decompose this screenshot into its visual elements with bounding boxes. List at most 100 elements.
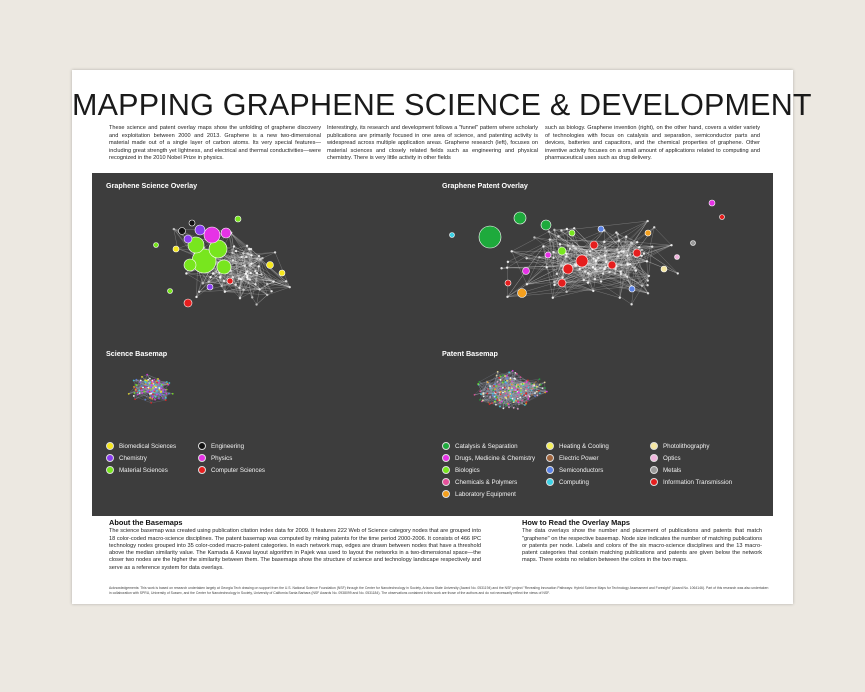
patent-legend-item: Electric Power bbox=[546, 454, 599, 462]
legend-swatch-icon bbox=[442, 490, 450, 498]
patent-legend-item: Laboratory Equipment bbox=[442, 490, 516, 498]
overlay-node bbox=[183, 234, 193, 244]
patent-legend-item: Information Transmission bbox=[650, 478, 732, 486]
overlay-node bbox=[167, 288, 173, 294]
overlay-node bbox=[513, 211, 527, 225]
overlay-node bbox=[589, 240, 599, 250]
patent-legend-label: Photolithography bbox=[663, 442, 710, 450]
patent-legend-label: Metals bbox=[663, 466, 682, 474]
patent-basemap-label: Patent Basemap bbox=[442, 349, 498, 358]
patent-legend-item: Drugs, Medicine & Chemistry bbox=[442, 454, 535, 462]
overlay-node bbox=[674, 254, 680, 260]
patent-overlay-network bbox=[449, 199, 725, 306]
overlay-node bbox=[544, 251, 552, 259]
overlay-node bbox=[522, 267, 530, 275]
intro-column-1: These science and patent overlay maps sh… bbox=[109, 125, 321, 162]
patent-legend-label: Information Transmission bbox=[663, 478, 733, 486]
overlay-node bbox=[172, 245, 180, 253]
legend-swatch-icon bbox=[442, 478, 450, 486]
patent-legend-item: Catalysis & Separation bbox=[442, 442, 518, 450]
science-legend-item: Physics bbox=[198, 454, 232, 462]
legend-swatch-icon bbox=[442, 442, 450, 450]
legend-swatch-icon bbox=[106, 466, 114, 474]
overlay-node bbox=[540, 219, 552, 231]
overlay-node bbox=[187, 236, 205, 254]
patent-legend-item: Metals bbox=[650, 466, 681, 474]
network-maps-panel: Graphene Science Overlay Graphene Patent… bbox=[92, 173, 773, 516]
science-legend-item: Computer Sciences bbox=[198, 466, 265, 474]
patent-overlay-label: Graphene Patent Overlay bbox=[442, 181, 528, 190]
patent-legend-item: Biologics bbox=[442, 466, 480, 474]
legend-swatch-icon bbox=[198, 454, 206, 462]
legend-swatch-icon bbox=[546, 466, 554, 474]
science-legend-item: Engineering bbox=[198, 442, 244, 450]
overlay-node bbox=[562, 263, 574, 275]
science-legend-item: Chemistry bbox=[106, 454, 147, 462]
science-legend-label: Computer Sciences bbox=[211, 466, 265, 474]
legend-swatch-icon bbox=[650, 478, 658, 486]
overlay-node bbox=[194, 224, 206, 236]
overlay-node bbox=[607, 260, 617, 270]
overlay-node bbox=[216, 259, 232, 275]
overlay-node bbox=[266, 261, 274, 269]
science-legend-item: Biomedical Sciences bbox=[106, 442, 176, 450]
patent-legend-item: Heating & Cooling bbox=[546, 442, 609, 450]
patent-legend-item: Computing bbox=[546, 478, 589, 486]
intro-column-2: Interestingly, its research and developm… bbox=[327, 125, 538, 162]
legend-swatch-icon bbox=[650, 454, 658, 462]
patent-legend-label: Heating & Cooling bbox=[559, 442, 609, 450]
legend-swatch-icon bbox=[198, 442, 206, 450]
poster: MAPPING GRAPHENE SCIENCE & DEVELOPMENT T… bbox=[72, 70, 812, 604]
legend-swatch-icon bbox=[106, 454, 114, 462]
about-basemaps-heading: About the Basemaps bbox=[109, 518, 183, 527]
science-overlay-network bbox=[153, 215, 291, 308]
poster-title: MAPPING GRAPHENE SCIENCE & DEVELOPMENT bbox=[72, 88, 812, 122]
overlay-node bbox=[575, 254, 589, 268]
legend-swatch-icon bbox=[546, 442, 554, 450]
legend-swatch-icon bbox=[650, 466, 658, 474]
overlay-node bbox=[660, 265, 668, 273]
overlay-node bbox=[517, 288, 527, 298]
science-basemap-label: Science Basemap bbox=[106, 349, 168, 358]
overlay-node bbox=[628, 285, 636, 293]
legend-swatch-icon bbox=[442, 454, 450, 462]
overlay-node bbox=[504, 279, 512, 287]
acknowledgements: Acknowledgements: This work is based on … bbox=[109, 586, 769, 595]
science-legend-label: Material Sciences bbox=[119, 466, 168, 474]
patent-legend-item: Chemicals & Polymers bbox=[442, 478, 517, 486]
legend-swatch-icon bbox=[546, 454, 554, 462]
patent-legend-label: Computing bbox=[559, 478, 589, 486]
patent-basemap-network bbox=[473, 369, 548, 410]
overlay-node bbox=[719, 214, 725, 220]
how-to-read-section: How to Read the Overlay Maps The data ov… bbox=[522, 519, 762, 565]
patent-legend-label: Electric Power bbox=[559, 454, 599, 462]
overlay-node bbox=[690, 240, 696, 246]
patent-legend-label: Catalysis & Separation bbox=[455, 442, 518, 450]
overlay-node bbox=[632, 248, 642, 258]
legend-swatch-icon bbox=[650, 442, 658, 450]
science-legend-label: Biomedical Sciences bbox=[119, 442, 177, 450]
patent-legend-label: Semiconductors bbox=[559, 466, 604, 474]
patent-legend-label: Biologics bbox=[455, 466, 480, 474]
patent-legend-label: Chemicals & Polymers bbox=[455, 478, 518, 486]
overlay-node bbox=[568, 229, 576, 237]
how-to-read-heading: How to Read the Overlay Maps bbox=[522, 518, 631, 527]
science-overlay-label: Graphene Science Overlay bbox=[106, 181, 198, 190]
overlay-node bbox=[597, 225, 605, 233]
patent-legend-item: Photolithography bbox=[650, 442, 709, 450]
overlay-node bbox=[226, 277, 234, 285]
overlay-node bbox=[203, 226, 221, 244]
about-basemaps-text: The science basemap was created using pu… bbox=[109, 528, 481, 571]
overlay-node bbox=[644, 229, 652, 237]
network-maps-graphic bbox=[127, 199, 725, 410]
overlay-node bbox=[449, 232, 455, 238]
overlay-node bbox=[278, 269, 286, 277]
patent-legend-label: Drugs, Medicine & Chemistry bbox=[455, 454, 536, 462]
science-legend-item: Material Sciences bbox=[106, 466, 168, 474]
overlay-node bbox=[183, 258, 197, 272]
science-basemap-network bbox=[127, 373, 174, 404]
overlay-node bbox=[557, 246, 567, 256]
overlay-node bbox=[153, 242, 159, 248]
overlay-node bbox=[183, 298, 193, 308]
overlay-node bbox=[220, 227, 232, 239]
